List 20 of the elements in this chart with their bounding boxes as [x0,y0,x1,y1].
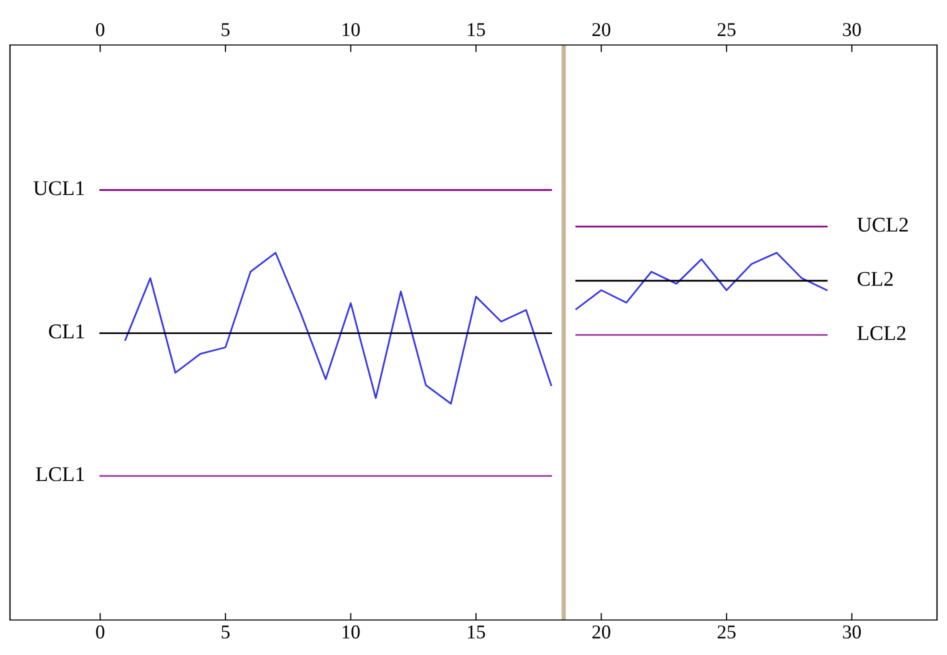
series-label: UCL2 [857,218,908,232]
x-tick-label: 5 [222,626,230,639]
x2-tick-label: 25 [718,23,736,36]
x2-tick-label: 0 [96,23,104,36]
x2-tick-label: 15 [468,23,485,36]
x-tick-label: 20 [592,625,610,639]
x2-tick-label: 5 [222,23,230,36]
x2-tick-label: 10 [342,23,360,36]
series-label: LCL2 [857,326,906,340]
series-label: CL2 [858,272,893,286]
series-label: LCL1 [36,467,84,482]
x-tick-label: 30 [843,625,861,639]
x2-tick-label: 30 [843,23,861,36]
series-label: UCL1 [34,181,84,196]
series-label: CL1 [48,324,84,338]
x-tick-label: 15 [468,626,485,639]
x-tick-label: 10 [342,625,360,639]
x2-tick-label: 20 [592,23,610,36]
x-tick-label: 25 [718,625,736,639]
x-tick-label: 0 [96,625,104,639]
